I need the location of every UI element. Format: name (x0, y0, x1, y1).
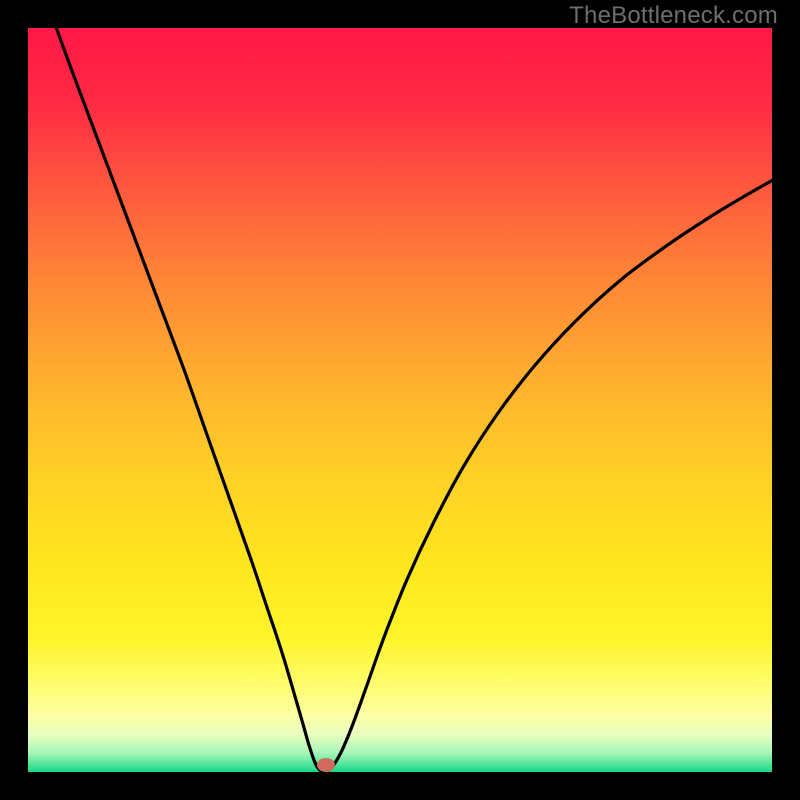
optimum-marker (317, 758, 335, 772)
plot-area (28, 28, 772, 772)
background-gradient (28, 28, 772, 772)
chart-frame: TheBottleneck.com (0, 0, 800, 800)
watermark-text: TheBottleneck.com (569, 2, 778, 30)
